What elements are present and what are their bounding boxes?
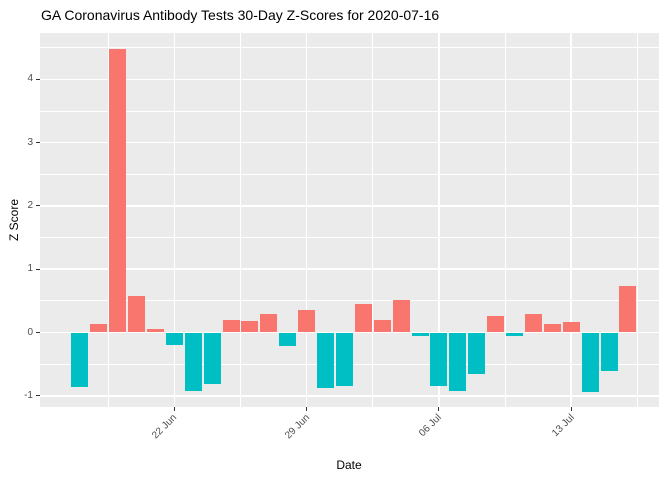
y-tick-mark bbox=[36, 78, 40, 80]
y-tick-mark bbox=[36, 205, 40, 207]
chart-bar-2020-07-04 bbox=[392, 300, 410, 333]
chart-bar-2020-06-27 bbox=[260, 314, 278, 333]
minor-gridline-y bbox=[40, 47, 659, 49]
chart-bar-2020-07-01 bbox=[335, 332, 353, 387]
minor-gridline-x bbox=[240, 33, 241, 407]
y-tick-mark bbox=[36, 142, 40, 144]
minor-gridline-x bbox=[107, 33, 109, 407]
major-gridline-y bbox=[40, 395, 659, 397]
chart-bar-2020-06-22 bbox=[165, 332, 183, 345]
major-gridline-x bbox=[438, 33, 440, 407]
x-tick-label: 29 Jun bbox=[282, 412, 312, 442]
major-gridline-x bbox=[570, 33, 572, 407]
y-tick-mark bbox=[36, 395, 40, 397]
x-tick-mark bbox=[438, 407, 440, 411]
y-tick-label: 3 bbox=[27, 136, 33, 148]
y-tick-mark bbox=[36, 268, 40, 270]
chart-bar-2020-06-28 bbox=[279, 332, 297, 347]
chart-bar-2020-07-12 bbox=[543, 323, 561, 333]
chart-title: GA Coronavirus Antibody Tests 30-Day Z-S… bbox=[41, 7, 440, 23]
chart-bar-2020-07-02 bbox=[354, 304, 372, 333]
chart-bar-2020-07-08 bbox=[468, 332, 486, 374]
x-tick-label: 22 Jun bbox=[150, 412, 180, 442]
chart-bar-2020-06-21 bbox=[146, 328, 164, 333]
chart-bar-2020-06-30 bbox=[317, 332, 334, 389]
chart-bar-2020-07-10 bbox=[506, 332, 523, 337]
major-gridline-x bbox=[173, 33, 176, 407]
minor-gridline-x bbox=[372, 33, 374, 407]
chart-bar-2020-07-13 bbox=[562, 322, 580, 333]
x-tick-mark bbox=[306, 407, 308, 411]
major-gridline-y bbox=[40, 268, 659, 270]
minor-gridline-x bbox=[504, 33, 506, 407]
chart-bar-2020-07-06 bbox=[430, 332, 448, 387]
y-tick-mark bbox=[36, 332, 40, 333]
chart-bar-2020-07-03 bbox=[373, 319, 391, 333]
major-gridline-y bbox=[40, 78, 659, 81]
y-tick-label: 2 bbox=[27, 199, 33, 211]
chart-bar-2020-07-14 bbox=[581, 332, 599, 392]
chart-bar-2020-06-29 bbox=[298, 310, 316, 333]
chart-bar-2020-06-17 bbox=[71, 332, 89, 387]
major-gridline-y bbox=[40, 141, 659, 144]
chart-bar-2020-06-25 bbox=[222, 319, 240, 333]
minor-gridline-y bbox=[40, 300, 659, 302]
chart-bar-2020-06-24 bbox=[203, 332, 221, 384]
y-tick-label: 1 bbox=[27, 263, 33, 275]
chart-bar-2020-07-16 bbox=[619, 286, 637, 333]
minor-gridline-x bbox=[636, 33, 638, 407]
plot-panel bbox=[40, 33, 659, 407]
y-tick-label: 4 bbox=[27, 73, 33, 85]
x-tick-mark bbox=[570, 407, 572, 411]
y-tick-label: 0 bbox=[27, 326, 33, 338]
chart-bar-2020-07-11 bbox=[524, 314, 542, 333]
x-tick-label: 13 Jul bbox=[549, 412, 577, 439]
chart-bar-2020-07-05 bbox=[411, 332, 429, 336]
x-tick-label: 06 Jul bbox=[417, 412, 444, 439]
chart-bar-2020-07-15 bbox=[600, 332, 618, 372]
chart-bar-2020-07-09 bbox=[487, 316, 505, 333]
major-gridline-y bbox=[40, 205, 659, 207]
chart-bar-2020-06-19 bbox=[109, 48, 127, 333]
chart-bar-2020-06-26 bbox=[241, 321, 259, 333]
x-axis-title: Date bbox=[336, 458, 362, 472]
chart-bar-2020-07-07 bbox=[449, 332, 467, 391]
minor-gridline-y bbox=[40, 110, 659, 112]
chart-bar-2020-06-18 bbox=[90, 324, 108, 333]
chart-bar-2020-06-23 bbox=[184, 332, 202, 391]
y-tick-label: -1 bbox=[24, 389, 33, 401]
minor-gridline-y bbox=[40, 173, 659, 175]
chart-bar-2020-06-20 bbox=[128, 296, 145, 333]
minor-gridline-y bbox=[40, 237, 659, 238]
major-gridline-x bbox=[305, 33, 308, 407]
x-tick-mark bbox=[173, 407, 175, 411]
